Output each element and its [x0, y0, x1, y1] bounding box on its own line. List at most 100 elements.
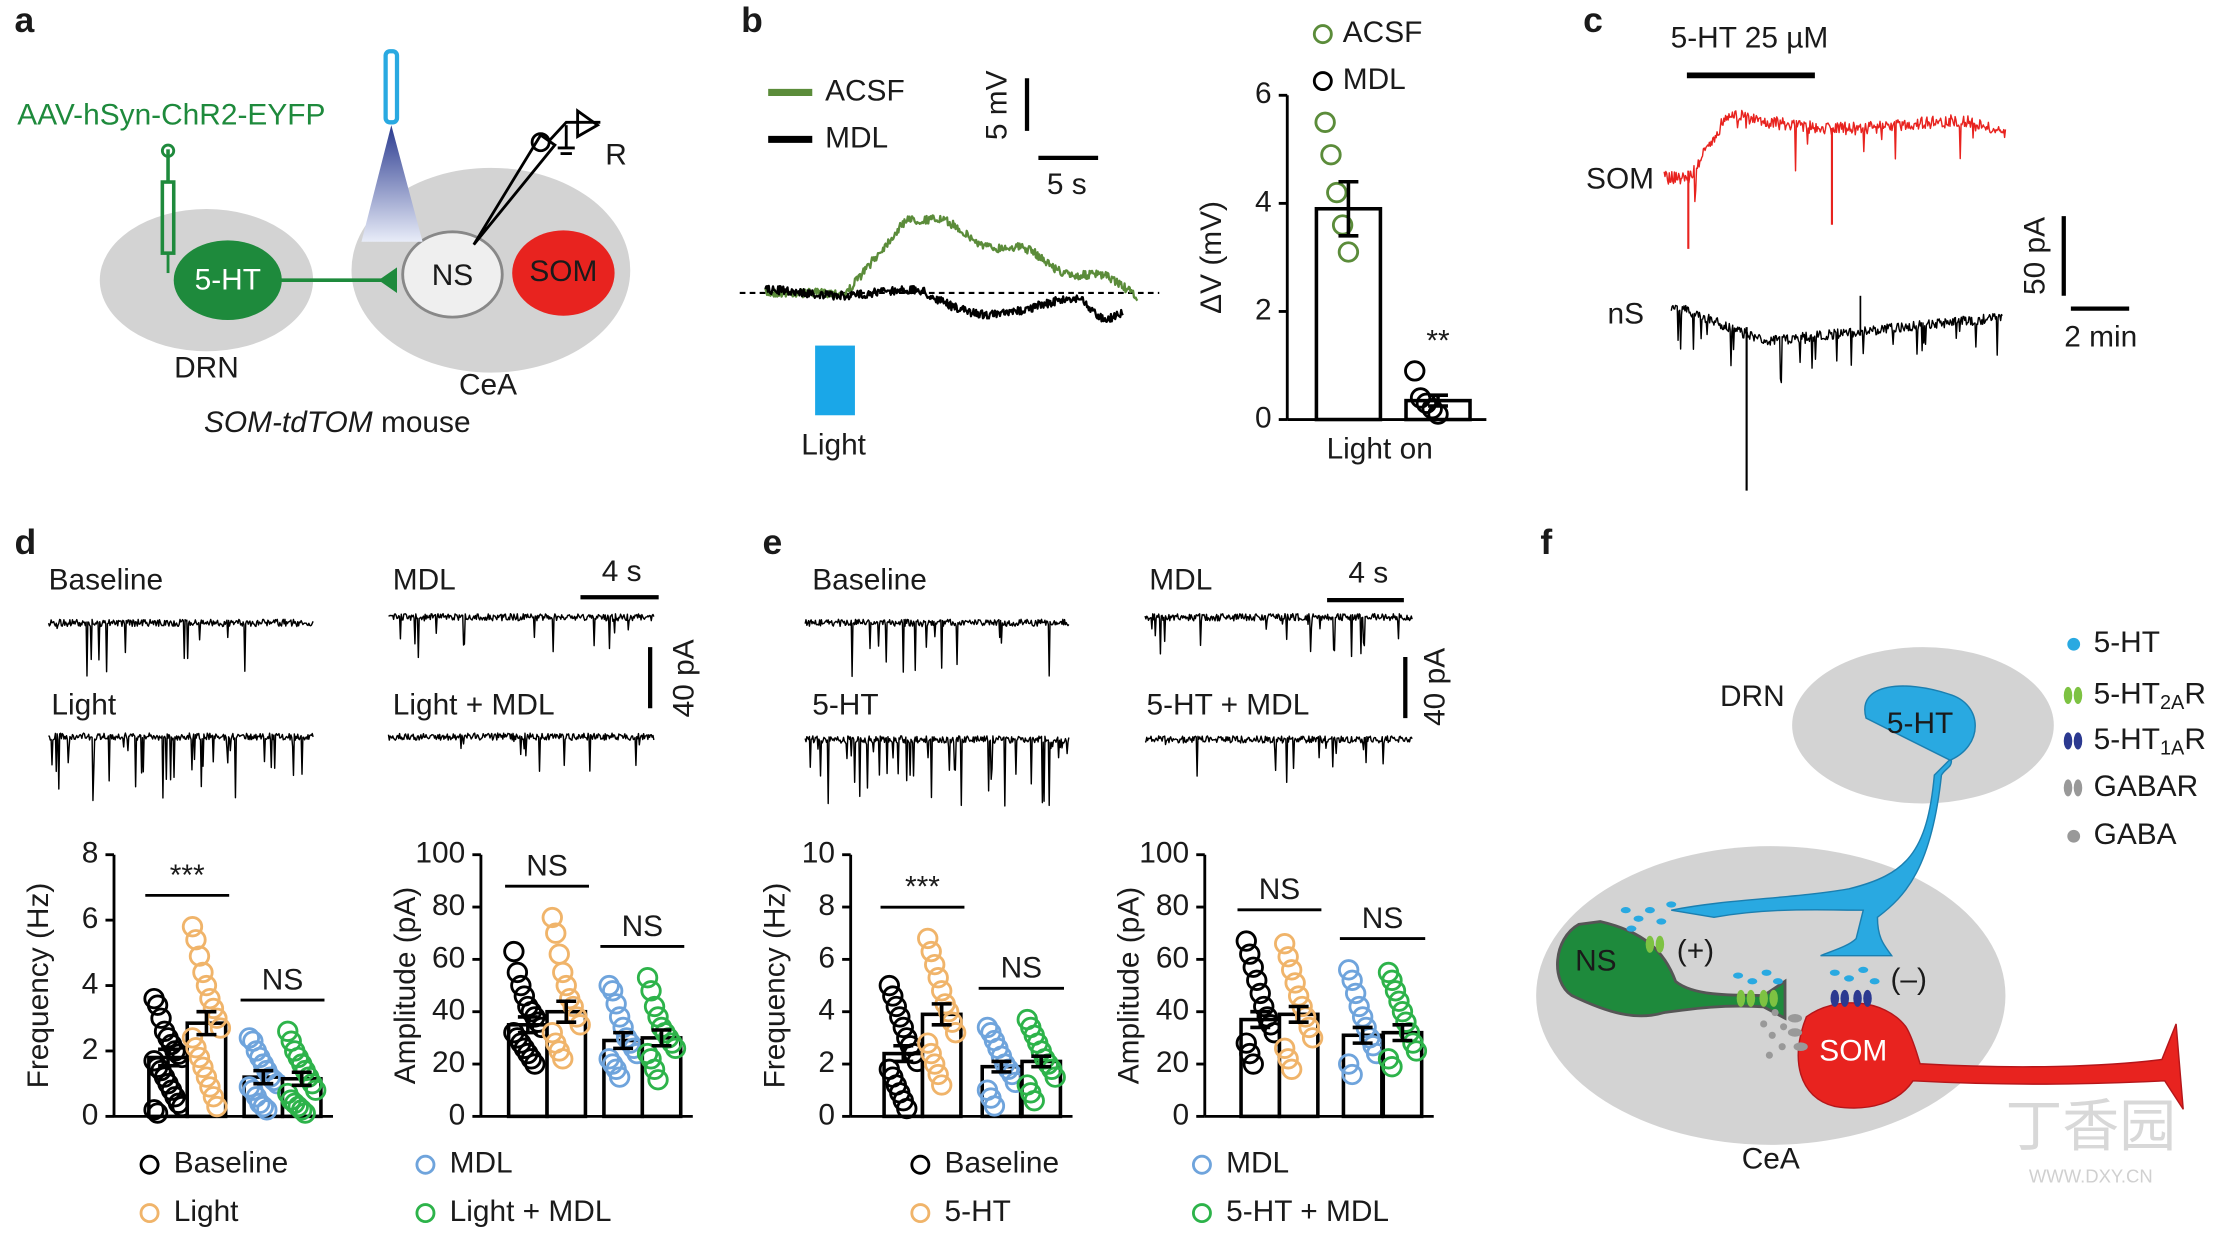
significance-label: NS: [526, 850, 567, 883]
data-point: [920, 940, 942, 963]
cell-label: SOM: [1586, 163, 1654, 196]
error-bar: [1288, 1004, 1309, 1024]
legend-marker: [415, 1154, 436, 1175]
vesicle: [1747, 978, 1758, 985]
data-point: [931, 1074, 953, 1096]
trace: [387, 732, 655, 772]
data-point: [927, 1063, 949, 1086]
receptor: [1840, 989, 1850, 1007]
y-tick-label: 0: [1173, 1098, 1190, 1131]
legend-marker: [1191, 1203, 1212, 1224]
cell-label: nS: [1607, 298, 1644, 331]
data-point: [1274, 1037, 1296, 1060]
y-tick-label: 20: [1156, 1046, 1189, 1079]
data-point: [640, 1048, 662, 1070]
data-point: [664, 1037, 687, 1060]
data-point: [920, 1042, 942, 1065]
legend-marker: [2063, 686, 2073, 704]
data-point: [146, 1102, 169, 1124]
data-point: [1404, 360, 1426, 382]
data-point: [1395, 1011, 1417, 1033]
trace: [388, 612, 655, 659]
error-bar: [1250, 1009, 1271, 1030]
data-point: [552, 961, 574, 984]
legend-label: 5-HT: [2094, 626, 2160, 659]
data-point: [520, 1048, 542, 1070]
electrode: [530, 132, 551, 153]
data-point: [252, 1095, 274, 1118]
data-point: [885, 995, 907, 1018]
recording-label: R: [605, 138, 627, 171]
data-point: [287, 1095, 309, 1118]
scale-label: 4 s: [1348, 556, 1388, 589]
data-point: [1341, 1063, 1363, 1086]
legend-label: Baseline: [174, 1147, 289, 1180]
data-point: [1409, 387, 1432, 409]
data-point: [552, 1048, 574, 1070]
data-point: [548, 943, 570, 965]
data-point: [1023, 1090, 1045, 1112]
terminal: [378, 267, 398, 293]
cell-label: NS: [432, 259, 473, 292]
legend-text: 5-HT: [2094, 677, 2160, 710]
data-point: [513, 1037, 536, 1060]
y-tick-label: 20: [432, 1046, 465, 1079]
cell-som: [512, 230, 615, 316]
data-point: [195, 974, 218, 997]
cell-label: NS: [1575, 945, 1616, 978]
legend-marker: [910, 1154, 931, 1175]
data-point: [562, 995, 584, 1018]
legend-label: 5-HT: [945, 1195, 1011, 1228]
error-bar: [1031, 1054, 1052, 1069]
y-tick-label: 60: [1156, 941, 1189, 974]
significance-label: NS: [262, 963, 303, 996]
data-point: [889, 1006, 911, 1028]
receptor: [1853, 989, 1862, 1007]
legend-label: Baseline: [945, 1147, 1060, 1180]
effect-label: (+): [1677, 935, 1714, 968]
data-point: [605, 993, 627, 1015]
legend-marker: [2063, 779, 2073, 797]
data-point: [1239, 943, 1261, 965]
scale-label: 2 min: [2064, 320, 2137, 353]
legend-label: Light + MDL: [450, 1195, 612, 1228]
legend-label: 5-HT1AR: [2094, 723, 2206, 760]
data-point: [640, 980, 662, 1002]
legend-label: MDL: [1343, 63, 1406, 96]
light-beam: [361, 125, 423, 242]
scale-label: 4 s: [602, 555, 642, 588]
y-tick-label: 0: [449, 1098, 466, 1131]
scale-label: 5 mV: [980, 70, 1013, 140]
gaba-dot: [1771, 1009, 1779, 1017]
data-point: [1381, 969, 1403, 991]
trace: [804, 618, 1070, 678]
panel-label: e: [762, 522, 782, 562]
y-tick-label: 8: [82, 837, 99, 870]
data-point: [1277, 1048, 1299, 1070]
data-point: [143, 1099, 165, 1121]
significance-label: ***: [905, 871, 940, 904]
data-point: [917, 927, 939, 950]
panel-label: a: [14, 0, 34, 40]
legend-suffix: R: [2184, 723, 2206, 756]
trace-label: 5-HT + MDL: [1146, 689, 1309, 722]
error-bar: [991, 1059, 1012, 1074]
data-point: [1280, 959, 1303, 981]
data-point: [608, 1066, 631, 1088]
trace-label: Baseline: [49, 564, 164, 597]
trace-label: MDL: [1149, 564, 1212, 597]
vesicle: [1626, 925, 1637, 932]
receptor: [1655, 935, 1665, 953]
gaba-dot: [1780, 1023, 1788, 1031]
y-tick-label: 4: [82, 967, 99, 1000]
amplifier-wire: [548, 120, 601, 142]
data-point: [882, 985, 904, 1007]
legend-label: GABAR: [2094, 770, 2199, 803]
data-point: [524, 1053, 546, 1075]
trace-label: Light + MDL: [393, 689, 555, 722]
cell-label: SOM: [1819, 1034, 1887, 1067]
data-point: [892, 1016, 914, 1039]
legend-label: ACSF: [1343, 16, 1423, 49]
y-tick-label: 40: [1156, 994, 1189, 1027]
data-point: [1235, 930, 1257, 952]
